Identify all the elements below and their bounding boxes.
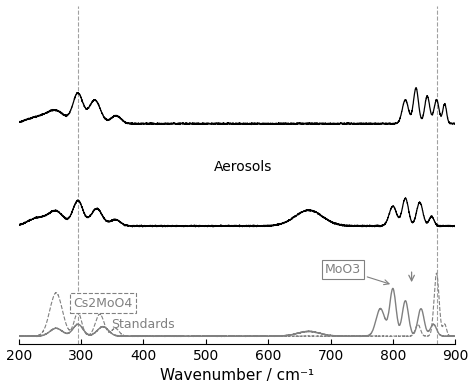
Text: Aerosols: Aerosols [214, 160, 273, 174]
X-axis label: Wavenumber / cm⁻¹: Wavenumber / cm⁻¹ [160, 368, 314, 384]
Text: MoO3: MoO3 [325, 263, 389, 285]
Text: Cs2MoO4: Cs2MoO4 [73, 296, 133, 310]
Text: Standards: Standards [111, 318, 175, 331]
